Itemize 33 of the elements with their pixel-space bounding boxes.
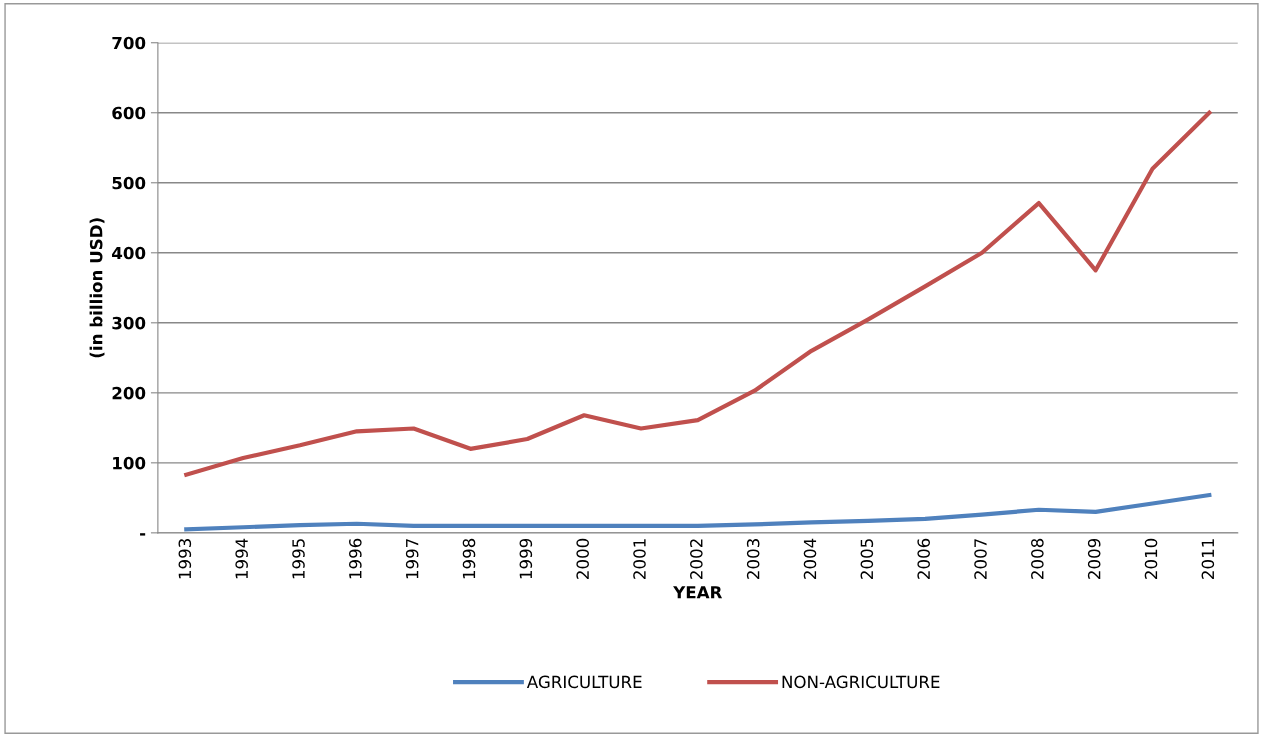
line-series [184,492,1212,532]
x-tick-label: 1993 [178,539,192,579]
x-tick-label: 1994 [235,538,248,579]
x-tick-label: 1999 [519,538,533,579]
y-axis-title: (in billion USD) [89,218,105,358]
x-tick-label: 2008 [1031,538,1044,579]
y-tick-label: 300 [112,316,146,330]
x-tick-label: 2010 [1144,538,1158,579]
x-axis-title: YEAR [673,586,723,599]
x-tick-label: 2001 [633,539,646,579]
x-tick-label: 1995 [292,539,305,579]
x-tick-label: 2002 [690,539,703,579]
line-series [184,110,1212,477]
y-tick-label: 200 [112,386,146,400]
x-tick-label: 1996 [349,538,362,579]
y-tick-label: 700 [112,36,146,50]
y-tick-label: 500 [112,176,146,190]
x-tick-label: 2005 [860,539,874,579]
x-tick-label: 2003 [746,539,760,579]
legend-label: AGRICULTURE [526,675,642,689]
x-tick-label: 2011 [1201,539,1215,579]
y-tick-label: 100 [113,456,146,470]
legend-label: NON-AGRICULTURE [782,675,940,689]
y-tick-label: - [140,533,146,536]
x-tick-label: 1998 [462,538,476,579]
y-tick-label: 600 [112,106,146,120]
x-tick-label: 2000 [576,538,589,579]
x-tick-label: 2007 [974,539,987,579]
x-tick-label: 2009 [1087,538,1101,579]
x-tick-label: 2004 [803,538,817,579]
x-tick-label: 1997 [405,539,419,579]
x-tick-label: 2006 [917,538,930,579]
y-tick-label: 400 [112,246,146,260]
